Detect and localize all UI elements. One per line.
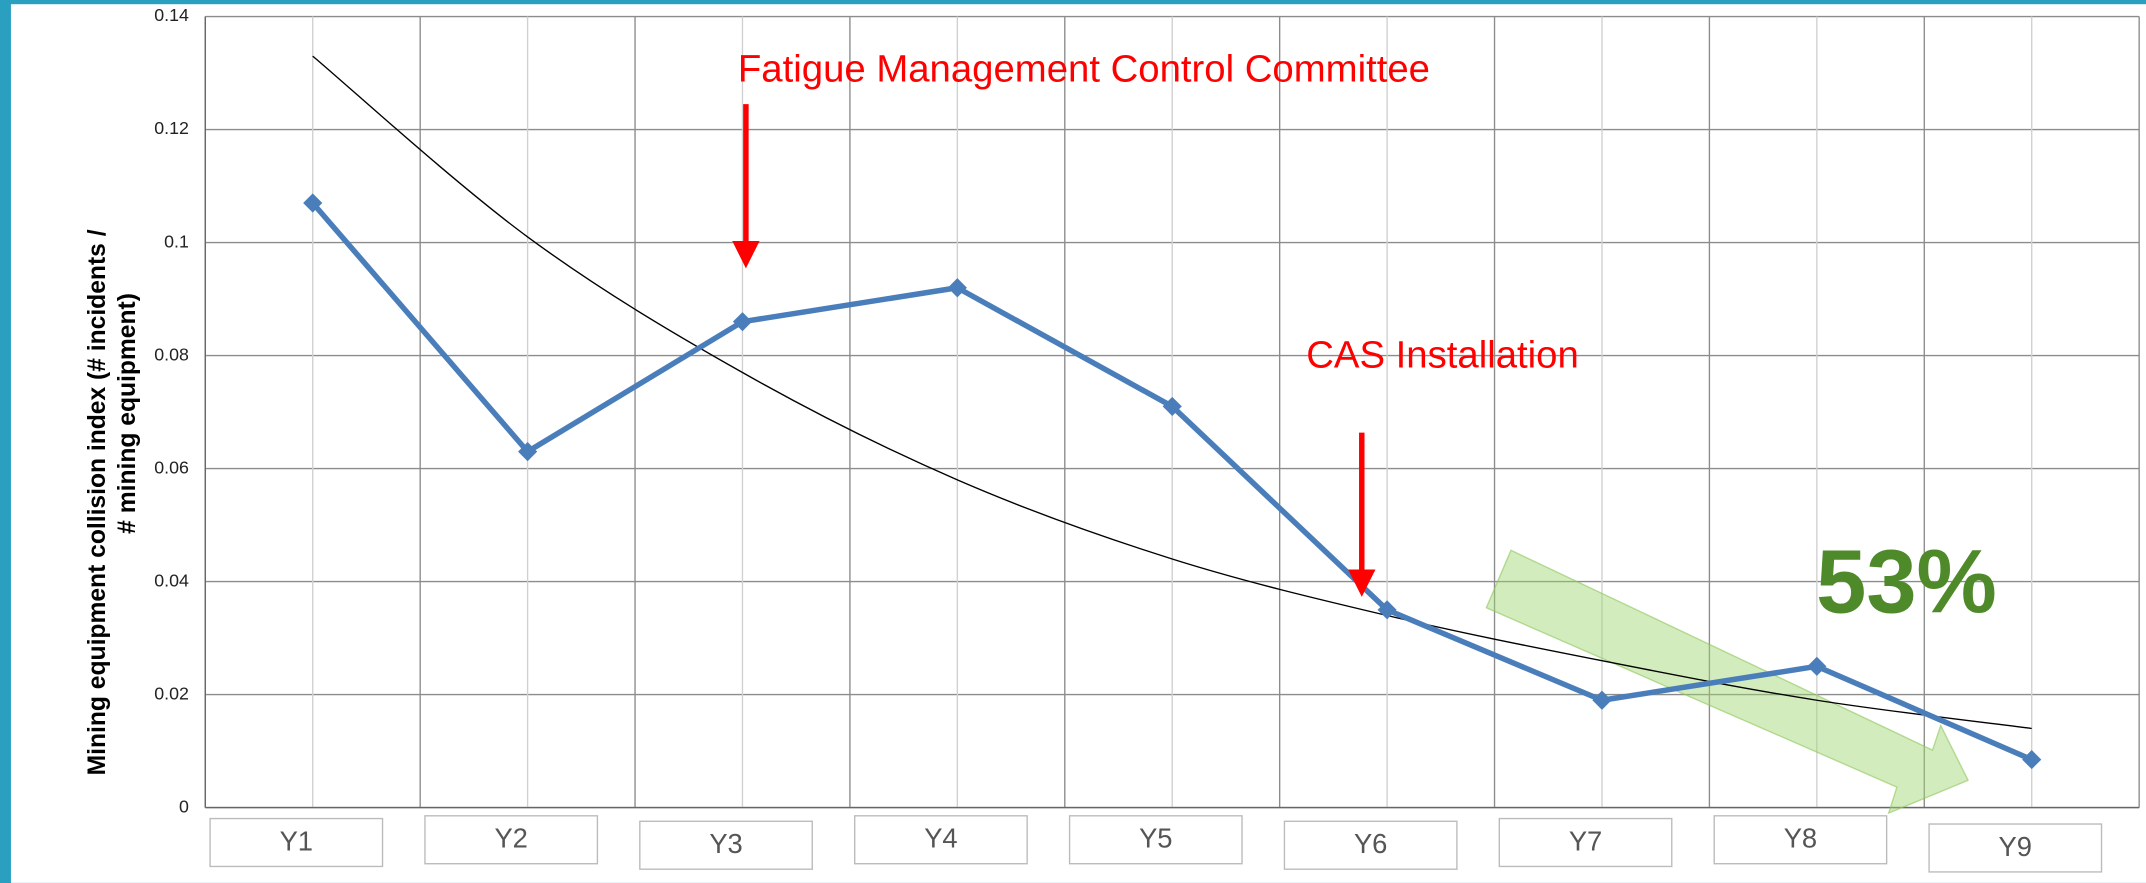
y-tick-label: 0.02	[154, 683, 189, 703]
x-tick-label: Y5	[1139, 823, 1172, 854]
x-tick-box	[424, 815, 599, 865]
y-axis-label: Mining equipment collision index (# inci…	[84, 229, 111, 775]
data-point	[2022, 749, 2042, 770]
x-tick-label: Y1	[280, 825, 313, 856]
data-point	[303, 193, 323, 213]
x-tick-box	[854, 815, 1028, 865]
x-tick-label: Y6	[1354, 828, 1387, 859]
annotation: 53%	[1816, 531, 1997, 632]
x-tick-box	[639, 820, 813, 870]
y-tick-label: 0.14	[154, 5, 189, 25]
annotation: Fatigue Management Control Committee	[738, 47, 1430, 90]
trendline	[312, 55, 2032, 730]
data-point	[1162, 396, 1182, 417]
x-tick-label: Y3	[709, 828, 742, 859]
annotation-arrowhead	[732, 240, 760, 269]
x-tick-label: Y7	[1569, 825, 1602, 856]
x-tick-box	[1498, 817, 1673, 868]
data-point	[947, 278, 967, 298]
annotation: CAS Installation	[1306, 333, 1579, 376]
x-tick-box	[1713, 815, 1888, 865]
x-tick-box	[1068, 815, 1243, 865]
y-tick-label: 0.1	[164, 231, 189, 251]
x-tick-label: Y8	[1784, 823, 1817, 854]
y-tick-label: 0.08	[154, 344, 189, 364]
y-tick-label: 0	[179, 796, 189, 816]
x-tick-box	[1283, 820, 1458, 870]
annotation-arrowhead	[1348, 569, 1376, 597]
y-tick-label: 0.04	[154, 570, 189, 590]
y-axis-label: # mining equipment)	[114, 293, 141, 534]
background	[10, 4, 2146, 883]
data-point	[1592, 690, 1612, 710]
x-tick-label: Y4	[924, 823, 957, 854]
x-tick-label: Y9	[1999, 831, 2032, 862]
x-tick-box	[1928, 823, 2103, 873]
y-tick-label: 0.06	[154, 457, 189, 477]
x-tick-label: Y2	[494, 823, 527, 854]
x-tick-box	[209, 817, 384, 868]
y-tick-label: 0.12	[154, 118, 189, 138]
